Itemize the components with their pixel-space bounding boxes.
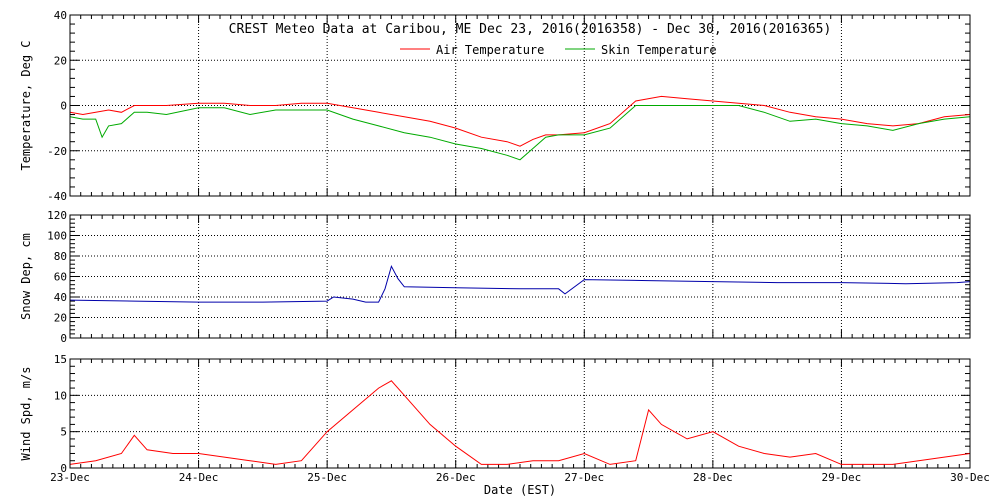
x-tick-label: 30-Dec (950, 471, 990, 484)
panel-1: 40 20 0 -20 -40 Temperature, Deg C (19, 9, 971, 203)
y-tick-label: 0 (60, 462, 67, 475)
legend-label: Air Temperature (436, 43, 544, 57)
panel-2: 120 100 80 60 40 20 0 Snow Dep, cm (19, 209, 971, 345)
x-tick-label: 23-Dec (50, 471, 90, 484)
x-tick-label: 24-Dec (179, 471, 219, 484)
x-axis-label: Date (EST) (484, 483, 556, 497)
x-tick-label: 27-Dec (564, 471, 604, 484)
y-axis-label: Snow Dep, cm (19, 233, 33, 320)
plot-frame (69, 214, 971, 339)
series-line-panel2 (69, 264, 971, 303)
x-tick-label: 28-Dec (693, 471, 733, 484)
y-tick-label: 0 (60, 332, 67, 345)
legend-label: Skin Temperature (601, 43, 717, 57)
y-tick-label: 80 (54, 250, 67, 263)
y-tick-label: 10 (54, 389, 67, 402)
x-tick-label: 25-Dec (307, 471, 347, 484)
y-tick-label: 60 (54, 271, 67, 284)
x-tick-label: 29-Dec (822, 471, 862, 484)
x-tick-label: 26-Dec (436, 471, 476, 484)
panel-3: 15 10 5 0 Wind Spd, m/s (19, 353, 971, 475)
y-tick-label: 5 (60, 426, 67, 439)
y-tick-label: 20 (54, 312, 67, 325)
y-tick-label: 40 (54, 291, 67, 304)
series-line-air-temperature (69, 95, 971, 147)
plot-frame (69, 358, 971, 469)
y-axis-label: Temperature, Deg C (19, 40, 33, 170)
x-axis-tick-labels: 23-Dec 24-Dec 25-Dec 26-Dec 27-Dec 28-Dec 29-D… (50, 471, 990, 484)
plot-frame (69, 14, 971, 197)
y-tick-label: 15 (54, 353, 67, 366)
series-line-skin-temperature (69, 105, 971, 161)
y-tick-label: -40 (47, 190, 67, 203)
chart-title: CREST Meteo Data at Caribou, ME Dec 23, … (229, 22, 832, 37)
y-tick-label: 100 (47, 230, 67, 243)
y-tick-label: 0 (60, 100, 67, 113)
y-axis-label: Wind Spd, m/s (19, 367, 33, 461)
series-line-panel3 (69, 380, 971, 465)
y-tick-label: 20 (54, 54, 67, 67)
y-tick-label: 120 (47, 209, 67, 222)
y-tick-label: -20 (47, 145, 67, 158)
y-tick-label: 40 (54, 9, 67, 22)
chart-legend: Air Temperature Skin Temperature (400, 43, 717, 57)
